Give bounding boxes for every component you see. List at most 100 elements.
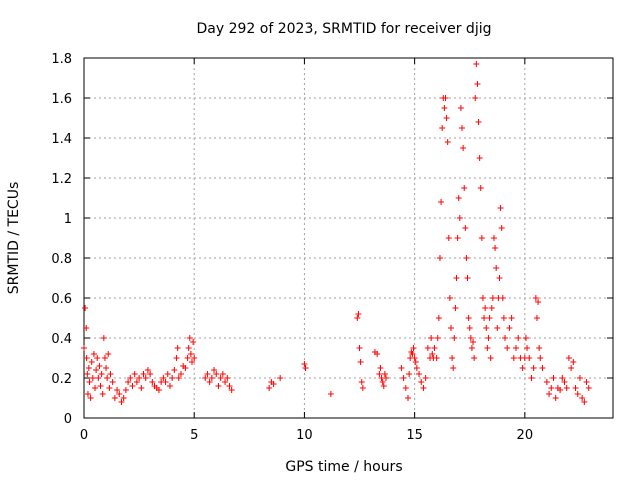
data-point — [459, 125, 466, 131]
data-point — [185, 345, 192, 351]
data-point — [377, 365, 384, 371]
data-point — [533, 315, 540, 321]
y-tick-label: 0 — [64, 412, 72, 427]
data-point — [470, 339, 477, 345]
data-point — [524, 345, 531, 351]
data-point — [105, 351, 112, 357]
data-point — [483, 325, 490, 331]
data-point — [449, 355, 456, 361]
data-point — [442, 95, 449, 101]
y-axis-label: SRMTID / TECUs — [6, 182, 22, 295]
data-point — [84, 391, 91, 397]
data-point — [581, 399, 588, 405]
data-point — [187, 351, 194, 357]
data-point — [465, 315, 472, 321]
data-point — [409, 351, 416, 357]
data-point — [228, 387, 235, 393]
data-point — [116, 391, 123, 397]
data-point — [463, 255, 470, 261]
data-point — [447, 325, 454, 331]
data-point — [436, 255, 443, 261]
data-point — [357, 359, 364, 365]
data-point — [493, 265, 500, 271]
data-point — [565, 355, 572, 361]
data-point — [537, 355, 544, 361]
data-point — [222, 379, 229, 385]
data-point — [186, 335, 193, 341]
data-point — [462, 225, 469, 231]
data-point — [95, 375, 102, 381]
data-point — [382, 375, 389, 381]
data-point — [508, 315, 515, 321]
data-point — [536, 345, 543, 351]
data-point — [189, 359, 196, 365]
data-point — [412, 359, 419, 365]
x-tick-label: 15 — [406, 428, 423, 443]
data-point — [453, 275, 460, 281]
data-point — [476, 155, 483, 161]
data-point — [413, 365, 420, 371]
x-tick-label: 5 — [190, 428, 198, 443]
data-point — [482, 305, 489, 311]
data-point — [572, 385, 579, 391]
data-point — [406, 371, 413, 377]
data-point — [501, 335, 508, 341]
data-point — [473, 61, 480, 67]
data-point — [171, 367, 178, 373]
data-point — [428, 335, 435, 341]
data-point — [81, 345, 87, 351]
data-point — [487, 355, 494, 361]
data-point — [522, 335, 529, 341]
data-point — [266, 385, 273, 391]
data-point — [86, 379, 93, 385]
data-point — [519, 365, 526, 371]
y-tick-label: 1.6 — [51, 92, 72, 107]
x-tick-label: 10 — [296, 428, 313, 443]
data-point — [535, 299, 542, 305]
data-point — [515, 335, 522, 341]
data-point — [513, 345, 520, 351]
data-point — [358, 379, 365, 385]
data-point — [420, 385, 427, 391]
data-point — [160, 375, 167, 381]
data-point — [579, 395, 586, 401]
data-point — [97, 383, 104, 389]
data-point — [224, 375, 231, 381]
data-point — [416, 371, 423, 377]
data-point — [563, 385, 570, 391]
data-point — [109, 379, 116, 385]
data-point — [475, 119, 482, 125]
data-point — [217, 375, 224, 381]
data-point — [374, 351, 381, 357]
plot-frame — [83, 57, 614, 419]
data-point — [422, 375, 429, 381]
data-point — [477, 185, 484, 191]
data-point — [583, 379, 590, 385]
data-point — [270, 381, 277, 387]
data-point — [490, 235, 497, 241]
data-point — [98, 371, 105, 377]
data-point — [173, 355, 180, 361]
data-point — [411, 355, 418, 361]
data-point — [484, 345, 491, 351]
data-point — [155, 387, 162, 393]
data-point — [182, 365, 189, 371]
data-point — [481, 315, 488, 321]
data-point — [418, 379, 425, 385]
axis-ticks: 0 0.2 0.4 0.6 0.8 1 1.2 1.4 1.6 1.8 0 5 10 15 20 — [51, 52, 613, 443]
data-point — [92, 385, 99, 391]
y-tick-label: 1 — [64, 212, 72, 227]
data-point — [478, 235, 485, 241]
data-point — [356, 345, 363, 351]
data-point — [489, 295, 496, 301]
data-point — [174, 345, 181, 351]
data-point — [90, 351, 97, 357]
data-point — [125, 379, 132, 385]
data-point — [494, 325, 501, 331]
data-point — [213, 371, 220, 377]
data-point — [166, 383, 173, 389]
data-point — [472, 95, 479, 101]
data-point — [82, 305, 89, 311]
data-point — [277, 375, 284, 381]
data-point — [461, 185, 468, 191]
